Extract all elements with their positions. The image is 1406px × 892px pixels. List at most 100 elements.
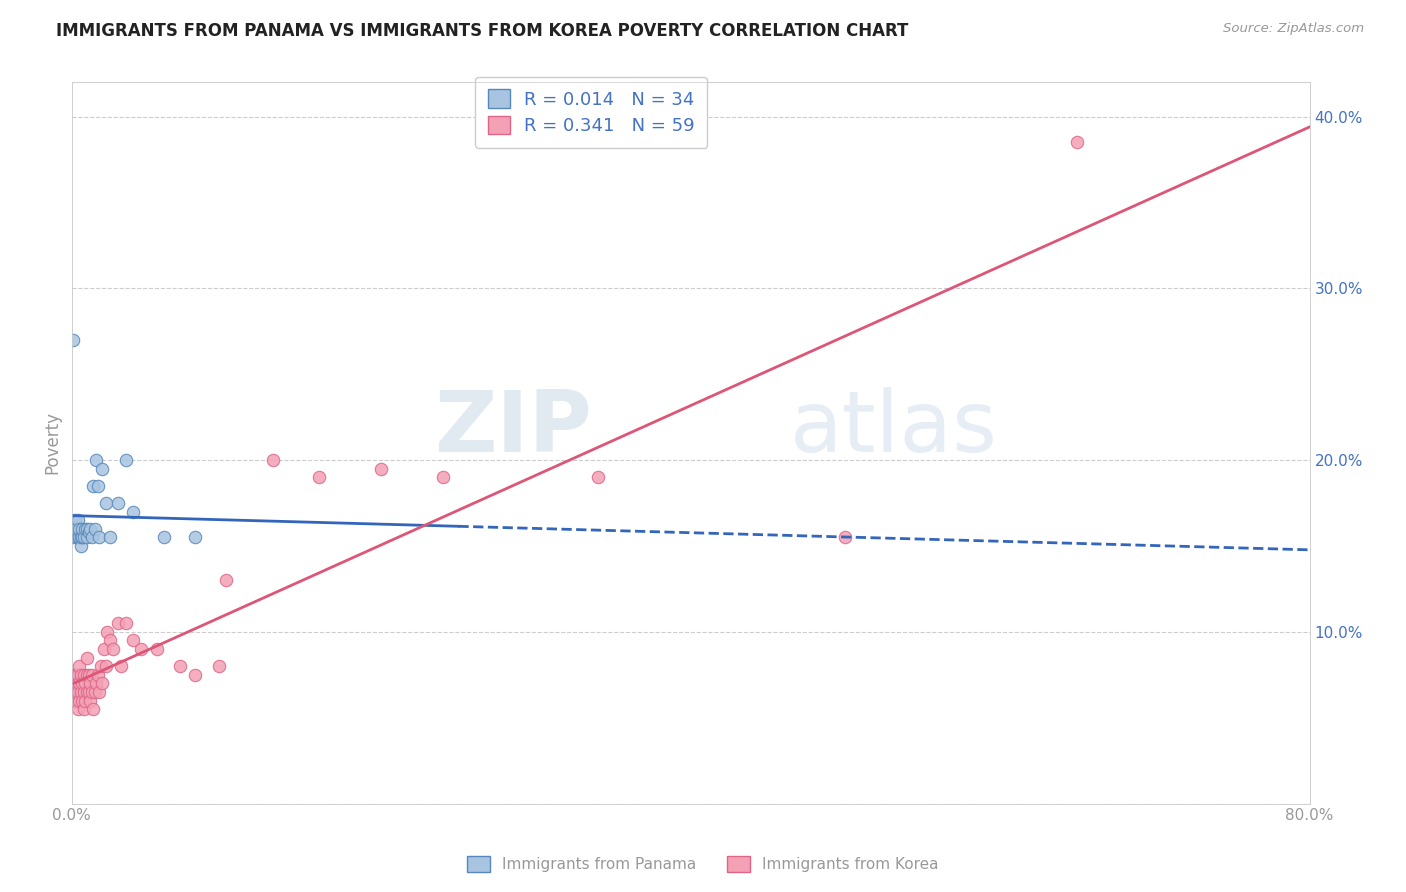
Point bbox=[169, 659, 191, 673]
Point bbox=[153, 530, 176, 544]
Point bbox=[586, 470, 609, 484]
Point bbox=[66, 530, 89, 544]
Point bbox=[91, 676, 114, 690]
Point bbox=[65, 685, 87, 699]
Point bbox=[122, 505, 145, 519]
Point bbox=[65, 667, 87, 681]
Point bbox=[62, 685, 84, 699]
Point bbox=[67, 659, 90, 673]
Point bbox=[82, 479, 104, 493]
Point bbox=[114, 453, 136, 467]
Point bbox=[67, 676, 90, 690]
Point bbox=[79, 522, 101, 536]
Point bbox=[110, 659, 132, 673]
Point bbox=[80, 530, 103, 544]
Point bbox=[63, 676, 86, 690]
Point bbox=[207, 659, 229, 673]
Point bbox=[122, 633, 145, 648]
Point bbox=[94, 496, 117, 510]
Point bbox=[63, 693, 86, 707]
Point bbox=[215, 574, 238, 588]
Point bbox=[66, 702, 89, 716]
Point bbox=[1066, 135, 1088, 149]
Text: atlas: atlas bbox=[790, 387, 998, 470]
Point bbox=[67, 522, 90, 536]
Point bbox=[129, 642, 152, 657]
Text: IMMIGRANTS FROM PANAMA VS IMMIGRANTS FROM KOREA POVERTY CORRELATION CHART: IMMIGRANTS FROM PANAMA VS IMMIGRANTS FRO… bbox=[56, 22, 908, 40]
Point bbox=[90, 659, 112, 673]
Point bbox=[76, 522, 98, 536]
Point bbox=[69, 667, 91, 681]
Point bbox=[184, 530, 207, 544]
Point bbox=[98, 633, 121, 648]
Legend: Immigrants from Panama, Immigrants from Korea: Immigrants from Panama, Immigrants from … bbox=[460, 848, 946, 880]
Point bbox=[91, 461, 114, 475]
Point bbox=[63, 513, 86, 527]
Point bbox=[107, 496, 129, 510]
Point bbox=[87, 479, 110, 493]
Point bbox=[73, 685, 96, 699]
Point bbox=[94, 659, 117, 673]
Point bbox=[114, 616, 136, 631]
Point bbox=[80, 685, 103, 699]
Point bbox=[145, 642, 167, 657]
Point bbox=[834, 530, 856, 544]
Point bbox=[67, 530, 90, 544]
Point bbox=[76, 667, 98, 681]
Point bbox=[262, 453, 284, 467]
Point bbox=[77, 685, 100, 699]
Point bbox=[62, 667, 84, 681]
Point bbox=[66, 667, 89, 681]
Point bbox=[62, 530, 84, 544]
Point bbox=[432, 470, 454, 484]
Point bbox=[77, 667, 100, 681]
Point bbox=[73, 530, 96, 544]
Point bbox=[76, 650, 98, 665]
Point bbox=[308, 470, 330, 484]
Point bbox=[65, 530, 87, 544]
Point bbox=[75, 693, 97, 707]
Point bbox=[83, 685, 105, 699]
Point bbox=[69, 685, 91, 699]
Point bbox=[107, 616, 129, 631]
Point bbox=[89, 530, 111, 544]
Point bbox=[72, 676, 94, 690]
Point bbox=[103, 642, 125, 657]
Point bbox=[89, 685, 111, 699]
Point bbox=[66, 513, 89, 527]
Point bbox=[80, 667, 103, 681]
Point bbox=[69, 539, 91, 553]
Y-axis label: Poverty: Poverty bbox=[44, 411, 60, 475]
Point bbox=[72, 530, 94, 544]
Point bbox=[73, 667, 96, 681]
Point bbox=[75, 522, 97, 536]
Point bbox=[84, 453, 107, 467]
Point bbox=[79, 693, 101, 707]
Point bbox=[77, 525, 100, 540]
Point bbox=[62, 522, 84, 536]
Point bbox=[72, 693, 94, 707]
Text: ZIP: ZIP bbox=[433, 387, 592, 470]
Point bbox=[370, 461, 392, 475]
Point bbox=[84, 676, 107, 690]
Point bbox=[76, 530, 98, 544]
Point bbox=[65, 522, 87, 536]
Point bbox=[66, 685, 89, 699]
Point bbox=[87, 667, 110, 681]
Point bbox=[62, 333, 84, 347]
Point bbox=[98, 530, 121, 544]
Point bbox=[83, 522, 105, 536]
Point bbox=[96, 624, 118, 639]
Point bbox=[72, 522, 94, 536]
Point bbox=[79, 676, 101, 690]
Point bbox=[76, 685, 98, 699]
Point bbox=[75, 676, 97, 690]
Point bbox=[82, 702, 104, 716]
Legend: R = 0.014   N = 34, R = 0.341   N = 59: R = 0.014 N = 34, R = 0.341 N = 59 bbox=[475, 77, 707, 148]
Point bbox=[184, 667, 207, 681]
Point bbox=[93, 642, 115, 657]
Point bbox=[69, 530, 91, 544]
Point bbox=[67, 693, 90, 707]
Text: Source: ZipAtlas.com: Source: ZipAtlas.com bbox=[1223, 22, 1364, 36]
Point bbox=[73, 702, 96, 716]
